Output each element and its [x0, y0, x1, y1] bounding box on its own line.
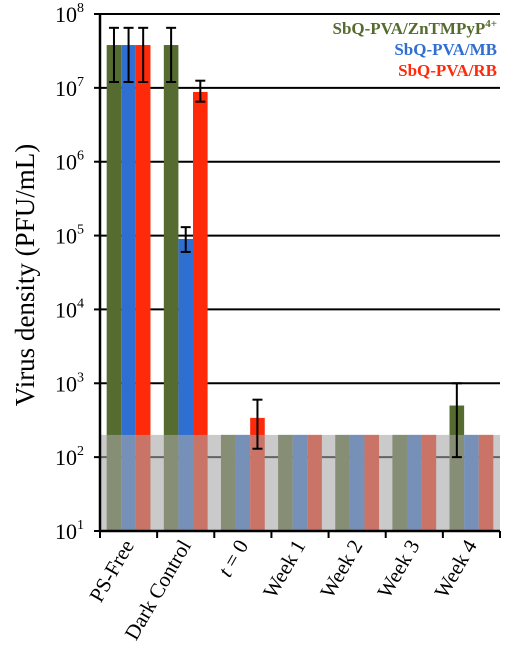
x-tick-label: Week 4 [429, 535, 482, 602]
y-tick-labels: 101 102 103 104 105 106 107 108 [55, 1, 84, 544]
y-tick-label: 102 [55, 444, 84, 470]
error-bars [108, 26, 462, 459]
legend-entry: SbQ-PVA/ZnTMPyP4+ [333, 18, 498, 38]
x-tick-label: PS-Free [84, 536, 139, 607]
y-tick-label: 107 [55, 75, 84, 101]
y-tick-label: 108 [55, 1, 84, 27]
error-bar [108, 26, 119, 84]
gridlines [100, 13, 500, 459]
legend-entry: SbQ-PVA/MB [394, 40, 497, 59]
error-bar [195, 79, 206, 103]
error-bar [451, 382, 462, 459]
x-tick-label: Week 3 [372, 536, 424, 603]
y-tick-label: 105 [55, 223, 84, 249]
legend: SbQ-PVA/ZnTMPyP4+ SbQ-PVA/MB SbQ-PVA/RB [333, 18, 498, 80]
error-bar [123, 26, 134, 84]
y-tick-label: 104 [55, 296, 84, 322]
bar [163, 45, 179, 532]
y-tick-label: 106 [55, 149, 84, 175]
y-axis-label: Virus density (PFU/mL) [10, 144, 40, 406]
x-tick-label: Week 2 [315, 536, 367, 603]
bar [193, 91, 208, 532]
y-tick-label: 103 [55, 370, 84, 396]
x-tick-label: Week 1 [258, 536, 310, 603]
detection-limit-band [100, 434, 500, 531]
y-tick-label: 101 [55, 518, 84, 544]
error-bar [166, 26, 177, 84]
error-bar [252, 398, 263, 450]
error-bar [138, 26, 149, 84]
legend-entry: SbQ-PVA/RB [398, 61, 497, 80]
bar [135, 45, 151, 532]
bar [121, 45, 136, 532]
error-bar [180, 226, 191, 253]
axes [94, 13, 501, 538]
x-tick-label: t = 0 [213, 536, 253, 582]
bar [106, 45, 122, 532]
